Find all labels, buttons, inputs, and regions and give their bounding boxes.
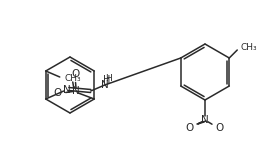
Text: N: N bbox=[201, 115, 209, 125]
Text: CH₃: CH₃ bbox=[240, 44, 257, 53]
Text: H: H bbox=[103, 75, 110, 85]
Text: N: N bbox=[72, 86, 80, 96]
Text: O: O bbox=[71, 69, 79, 79]
Text: H: H bbox=[105, 74, 112, 82]
Text: N: N bbox=[101, 80, 109, 90]
Text: N: N bbox=[63, 85, 71, 95]
Text: CH₃: CH₃ bbox=[65, 74, 81, 82]
Text: O: O bbox=[216, 123, 224, 133]
Text: O: O bbox=[53, 88, 61, 98]
Text: O: O bbox=[186, 123, 194, 133]
